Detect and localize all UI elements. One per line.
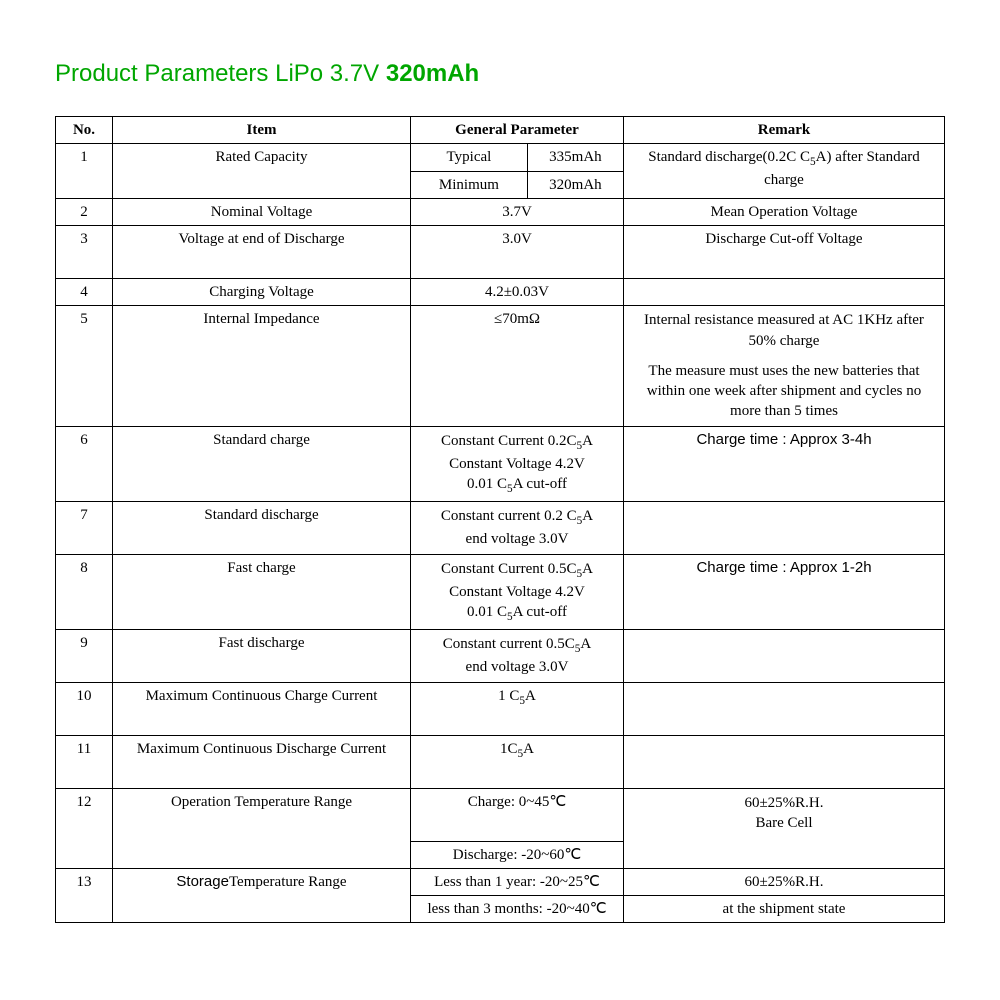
cell-remark: Mean Operation Voltage [624, 198, 945, 225]
gp-line: Constant current 0.5C5A [417, 634, 617, 657]
cell-item: Maximum Continuous Discharge Current [113, 735, 411, 788]
cell-no: 3 [56, 226, 113, 279]
cell-no: 9 [56, 630, 113, 682]
table-row: 2 Nominal Voltage 3.7V Mean Operation Vo… [56, 198, 945, 225]
cell-gp: less than 3 months: -20~40℃ [411, 896, 624, 923]
cell-item: Voltage at end of Discharge [113, 226, 411, 279]
gp-line: Constant Voltage 4.2V [417, 582, 617, 602]
cell-no: 11 [56, 735, 113, 788]
table-row: 12 Operation Temperature Range Charge: 0… [56, 788, 945, 841]
cell-item: Nominal Voltage [113, 198, 411, 225]
gp-line: end voltage 3.0V [417, 529, 617, 549]
cell-remark: Internal resistance measured at AC 1KHz … [624, 306, 945, 426]
cell-remark: 60±25%R.H. Bare Cell [624, 788, 945, 868]
cell-gp: 4.2±0.03V [411, 279, 624, 306]
cell-gp: Constant current 0.2 C5A end voltage 3.0… [411, 502, 624, 554]
gp-line: Constant Current 0.2C5A [417, 431, 617, 454]
parameters-table: No. Item General Parameter Remark 1 Rate… [55, 116, 945, 923]
gp-line: Constant Current 0.5C5A [417, 559, 617, 582]
cell-no: 2 [56, 198, 113, 225]
cell-remark [624, 682, 945, 735]
cell-gp-typical-val: 335mAh [527, 144, 623, 171]
cell-no: 6 [56, 426, 113, 502]
cell-remark [624, 279, 945, 306]
item-prefix: Storage [176, 873, 229, 890]
cell-remark: Charge time : Approx 3-4h [624, 426, 945, 502]
cell-item: Fast discharge [113, 630, 411, 682]
gp-line: Constant current 0.2 C5A [417, 506, 617, 529]
table-row: 6 Standard charge Constant Current 0.2C5… [56, 426, 945, 502]
title-capacity: 320mAh [386, 60, 479, 87]
cell-gp: Less than 1 year: -20~25℃ [411, 868, 624, 895]
table-row: 1 Rated Capacity Typical 335mAh Standard… [56, 144, 945, 171]
cell-no: 1 [56, 144, 113, 199]
cell-no: 7 [56, 502, 113, 554]
gp-line: Constant Voltage 4.2V [417, 454, 617, 474]
cell-item: StorageTemperature Range [113, 868, 411, 923]
cell-remark: Standard discharge(0.2C C5A) after Stand… [624, 144, 945, 199]
table-row: 5 Internal Impedance ≤70mΩ Internal resi… [56, 306, 945, 426]
gp-line: 0.01 C5A cut-off [417, 474, 617, 497]
remark-line: 60±25%R.H. [630, 793, 938, 813]
table-row: 8 Fast charge Constant Current 0.5C5A Co… [56, 554, 945, 630]
cell-remark: at the shipment state [624, 896, 945, 923]
cell-no: 4 [56, 279, 113, 306]
table-header-row: No. Item General Parameter Remark [56, 117, 945, 144]
cell-remark [624, 630, 945, 682]
page-title: Product Parameters LiPo 3.7V 320mAh [55, 60, 945, 88]
cell-item: Standard charge [113, 426, 411, 502]
cell-gp: Charge: 0~45℃ [411, 788, 624, 841]
cell-remark [624, 735, 945, 788]
cell-remark: Discharge Cut-off Voltage [624, 226, 945, 279]
table-row: 11 Maximum Continuous Discharge Current … [56, 735, 945, 788]
table-row: 7 Standard discharge Constant current 0.… [56, 502, 945, 554]
cell-gp: 3.0V [411, 226, 624, 279]
remark-line: The measure must uses the new batteries … [630, 361, 938, 422]
table-row: 13 StorageTemperature Range Less than 1 … [56, 868, 945, 895]
cell-item: Operation Temperature Range [113, 788, 411, 868]
cell-gp-typical-label: Typical [411, 144, 528, 171]
table-row: 9 Fast discharge Constant current 0.5C5A… [56, 630, 945, 682]
table-row: 10 Maximum Continuous Charge Current 1 C… [56, 682, 945, 735]
cell-item: Internal Impedance [113, 306, 411, 426]
cell-remark: 60±25%R.H. [624, 868, 945, 895]
cell-no: 8 [56, 554, 113, 630]
cell-remark [624, 502, 945, 554]
cell-item: Standard discharge [113, 502, 411, 554]
cell-no: 10 [56, 682, 113, 735]
cell-no: 5 [56, 306, 113, 426]
cell-gp: Discharge: -20~60℃ [411, 841, 624, 868]
cell-no: 13 [56, 868, 113, 923]
cell-gp: ≤70mΩ [411, 306, 624, 426]
remark-line: Internal resistance measured at AC 1KHz … [630, 310, 938, 351]
cell-item: Maximum Continuous Charge Current [113, 682, 411, 735]
table-row: 4 Charging Voltage 4.2±0.03V [56, 279, 945, 306]
cell-gp: Constant Current 0.2C5A Constant Voltage… [411, 426, 624, 502]
title-prefix: Product Parameters LiPo 3.7V [55, 60, 386, 87]
cell-gp: Constant Current 0.5C5A Constant Voltage… [411, 554, 624, 630]
cell-gp: 1 C5A [411, 682, 624, 735]
item-suffix: Temperature Range [229, 874, 347, 890]
gp-line: 0.01 C5A cut-off [417, 602, 617, 625]
cell-gp: 3.7V [411, 198, 624, 225]
remark-line: Bare Cell [630, 813, 938, 833]
cell-gp-min-label: Minimum [411, 171, 528, 198]
cell-item: Fast charge [113, 554, 411, 630]
header-no: No. [56, 117, 113, 144]
cell-no: 12 [56, 788, 113, 868]
cell-item: Rated Capacity [113, 144, 411, 199]
cell-gp: Constant current 0.5C5A end voltage 3.0V [411, 630, 624, 682]
cell-gp: 1C5A [411, 735, 624, 788]
cell-remark: Charge time : Approx 1-2h [624, 554, 945, 630]
header-remark: Remark [624, 117, 945, 144]
header-general-parameter: General Parameter [411, 117, 624, 144]
cell-gp-min-val: 320mAh [527, 171, 623, 198]
table-row: 3 Voltage at end of Discharge 3.0V Disch… [56, 226, 945, 279]
gp-line: end voltage 3.0V [417, 657, 617, 677]
header-item: Item [113, 117, 411, 144]
cell-item: Charging Voltage [113, 279, 411, 306]
